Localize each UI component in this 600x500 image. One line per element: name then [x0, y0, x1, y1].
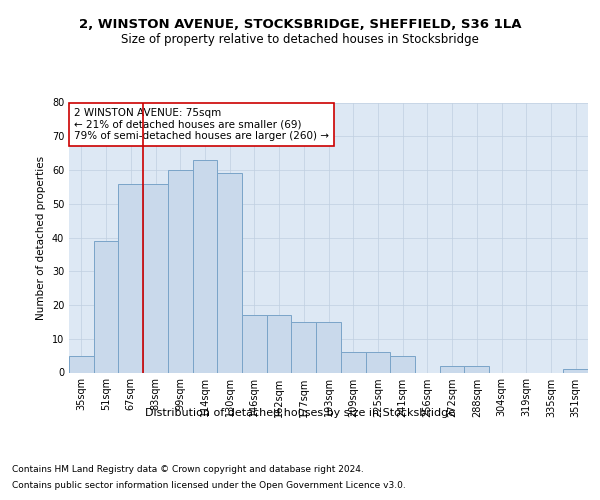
Text: Distribution of detached houses by size in Stocksbridge: Distribution of detached houses by size …: [145, 408, 455, 418]
Bar: [143, 184, 168, 372]
Bar: [440, 366, 464, 372]
Bar: [118, 184, 143, 372]
Bar: [69, 356, 94, 372]
Bar: [242, 315, 267, 372]
Bar: [365, 352, 390, 372]
Text: Size of property relative to detached houses in Stocksbridge: Size of property relative to detached ho…: [121, 32, 479, 46]
Bar: [267, 315, 292, 372]
Bar: [217, 174, 242, 372]
Bar: [563, 369, 588, 372]
Bar: [316, 322, 341, 372]
Bar: [94, 241, 118, 372]
Text: 2, WINSTON AVENUE, STOCKSBRIDGE, SHEFFIELD, S36 1LA: 2, WINSTON AVENUE, STOCKSBRIDGE, SHEFFIE…: [79, 18, 521, 30]
Text: 2 WINSTON AVENUE: 75sqm
← 21% of detached houses are smaller (69)
79% of semi-de: 2 WINSTON AVENUE: 75sqm ← 21% of detache…: [74, 108, 329, 141]
Bar: [292, 322, 316, 372]
Bar: [168, 170, 193, 372]
Y-axis label: Number of detached properties: Number of detached properties: [36, 156, 46, 320]
Bar: [390, 356, 415, 372]
Text: Contains public sector information licensed under the Open Government Licence v3: Contains public sector information licen…: [12, 480, 406, 490]
Bar: [193, 160, 217, 372]
Text: Contains HM Land Registry data © Crown copyright and database right 2024.: Contains HM Land Registry data © Crown c…: [12, 466, 364, 474]
Bar: [341, 352, 365, 372]
Bar: [464, 366, 489, 372]
